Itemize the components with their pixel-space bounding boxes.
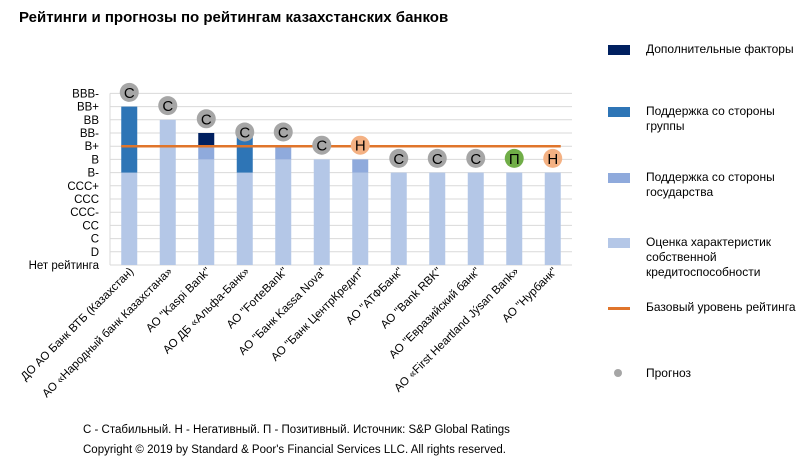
bar-segment [544, 172, 561, 265]
y-tick-label: CCC- [70, 207, 99, 219]
chart-title: Рейтинги и прогнозы по рейтингам казахст… [19, 9, 449, 26]
bar-segment [198, 159, 215, 265]
outlook-label: С [162, 98, 173, 115]
legend-label: Поддержка со стороны группы [646, 104, 775, 133]
legend-line [608, 307, 630, 310]
outlook-label: С [124, 85, 135, 102]
bar-segment [236, 172, 253, 265]
y-axis-labels: Нет рейтингаDCCCCCC-CCCCCC+B-BB+BB-BBBB+… [29, 88, 100, 272]
y-tick-label: CCC+ [67, 181, 99, 193]
bar-segment [121, 172, 138, 265]
bar-segment [506, 172, 523, 265]
y-tick-label: CC [82, 220, 99, 232]
bars [121, 106, 561, 265]
bar-segment [159, 119, 176, 265]
y-tick-label: B- [88, 168, 100, 180]
outlook-marker [312, 135, 332, 155]
bar-segment [198, 133, 215, 147]
outlook-label: Н [355, 138, 366, 155]
bar-segment [390, 172, 407, 265]
y-tick-label: BB- [80, 128, 99, 140]
footer-source: С - Стабильный. Н - Негативный. П - Пози… [83, 424, 510, 436]
x-category-label: АО "Kaspi Bank" [144, 266, 213, 335]
outlook-marker [235, 122, 255, 142]
outlook-label: Н [547, 151, 558, 168]
y-tick-label: BB [84, 115, 100, 127]
x-axis-labels: ДО АО Банк ВТБ (Казахстан)АО «Народный б… [19, 266, 560, 401]
legend-dot [614, 369, 622, 377]
y-tick-label: B+ [85, 141, 100, 153]
bar-segment [236, 133, 253, 173]
bar-segment [429, 172, 446, 265]
legend-swatch [608, 173, 630, 183]
outlook-marker [466, 148, 486, 168]
outlook-label: П [509, 151, 520, 168]
legend-swatch [608, 107, 630, 117]
legend-label: Дополнительные факторы [646, 42, 794, 56]
bar-segment [467, 172, 484, 265]
bar-segment [121, 106, 138, 173]
outlook-label: С [470, 151, 481, 168]
y-tick-label: C [91, 234, 99, 246]
outlook-label: С [432, 151, 443, 168]
outlook-label: С [201, 111, 212, 128]
y-tick-label: Нет рейтинга [29, 260, 100, 272]
grid-lines [109, 92, 572, 266]
bar-segment [275, 146, 292, 160]
legend-label: Базовый уровень рейтинга [646, 300, 796, 314]
y-tick-label: CCC [74, 194, 99, 206]
y-tick-label: BB+ [77, 102, 99, 114]
legend-swatch [608, 45, 630, 55]
outlook-marker [158, 96, 178, 116]
outlook-label: С [393, 151, 404, 168]
legend-label: Прогноз [646, 366, 692, 380]
outlook-marker [196, 109, 216, 129]
bar-segment [198, 146, 215, 160]
outlook-marker [119, 82, 139, 102]
bar-segment [352, 159, 369, 173]
outlook-marker [543, 148, 563, 168]
legend-label: Оценка характеристик собственной кредито… [646, 235, 772, 279]
outlook-label: С [316, 138, 327, 155]
outlook-marker [273, 122, 293, 142]
legend-label: Поддержка со стороны государства [646, 170, 775, 199]
outlook-markers: С С С С С С Н С С С П Н [119, 82, 563, 168]
bar-segment [275, 159, 292, 265]
bar-segment [352, 172, 369, 265]
footer-copyright: Copyright © 2019 by Standard & Poor's Fi… [83, 444, 506, 456]
outlook-marker [427, 148, 447, 168]
outlook-label: С [278, 125, 289, 142]
bar-segment [313, 159, 330, 265]
outlook-marker [350, 135, 370, 155]
y-tick-label: BBB- [72, 88, 99, 100]
outlook-marker [389, 148, 409, 168]
y-tick-label: B [91, 154, 99, 166]
y-tick-label: D [91, 247, 99, 259]
outlook-label: С [239, 125, 250, 142]
legend-swatch [608, 238, 630, 248]
outlook-marker [504, 148, 524, 168]
